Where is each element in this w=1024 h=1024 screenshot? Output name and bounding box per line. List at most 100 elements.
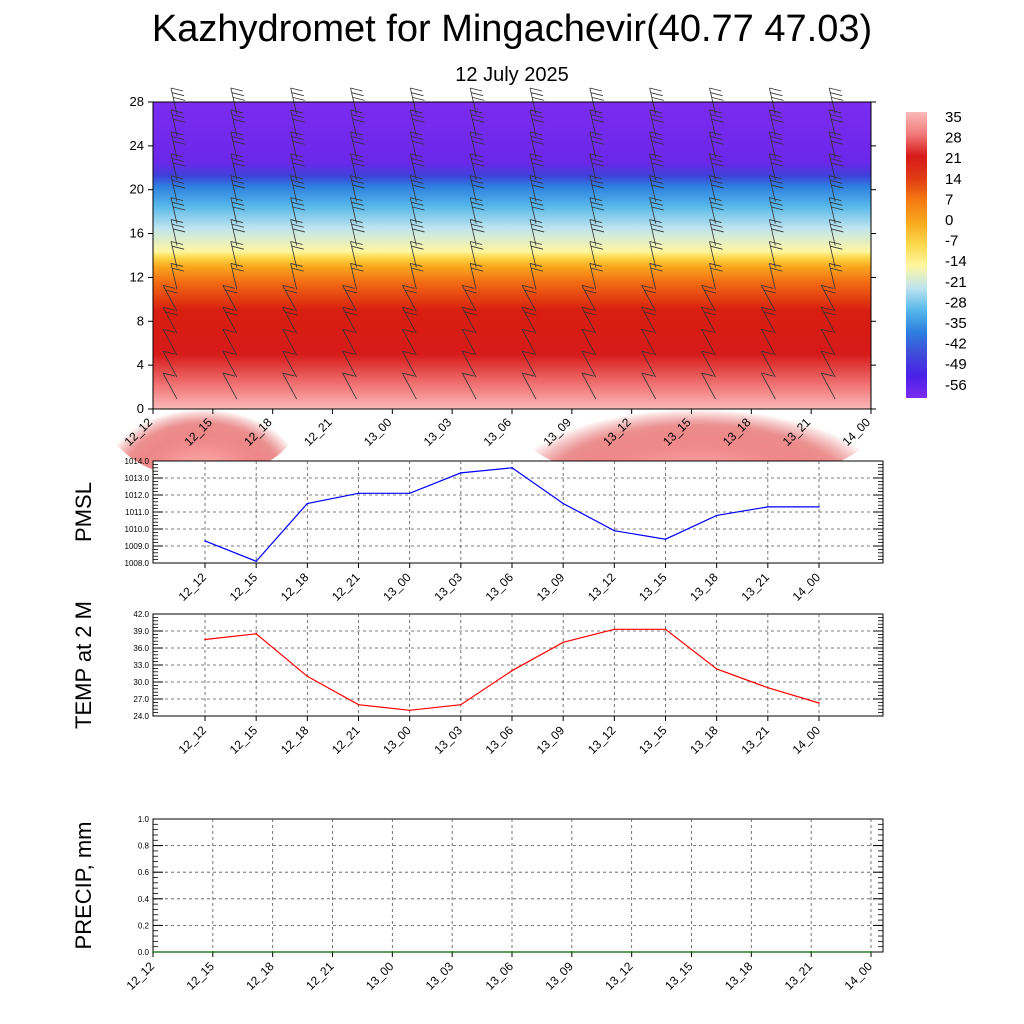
wind-barb-staff — [649, 131, 657, 158]
data-point — [204, 638, 206, 641]
wind-barb — [768, 241, 783, 268]
wind-barb — [290, 153, 305, 180]
wind-barb-flag — [472, 96, 485, 101]
wind-barb — [342, 372, 357, 400]
wind-barb-flag — [291, 92, 304, 97]
wind-barb-flag — [173, 184, 186, 189]
wind-barb-flag — [770, 180, 783, 184]
wind-barb-staff — [469, 263, 477, 290]
wind-barb-flag — [711, 162, 724, 167]
wind-barb-flag — [529, 219, 543, 223]
wind-barb — [589, 87, 605, 115]
wind-barb — [768, 87, 784, 115]
wind-barb-flag — [292, 96, 305, 101]
wind-barb-staff — [401, 285, 417, 312]
wind-barb — [828, 175, 844, 202]
wind-barb — [768, 197, 784, 224]
wind-barb-staff — [581, 372, 597, 400]
wind-barb — [649, 175, 664, 202]
wind-barb-flag — [589, 263, 602, 267]
wind-barb-flag — [290, 87, 303, 92]
wind-barb-flag — [352, 140, 365, 145]
data-point — [613, 628, 616, 631]
wind-barb — [529, 219, 545, 246]
x-tick-label: 13_06 — [483, 723, 517, 757]
wind-barb-flag — [581, 350, 594, 355]
wind-barb-flag — [581, 284, 594, 289]
wind-barb-flag — [821, 306, 834, 311]
wind-barb-flag — [173, 140, 186, 145]
y-tick-label: 28 — [130, 94, 144, 109]
wind-barb-flag — [829, 131, 842, 136]
y-axis-label: PMSL — [71, 482, 96, 542]
wind-barb-flag — [282, 350, 295, 355]
wind-barb — [230, 197, 246, 224]
wind-barb-staff — [701, 372, 716, 400]
x-tick-label: 14_00 — [790, 723, 824, 757]
wind-barb-flag — [350, 131, 363, 136]
wind-barb-staff — [162, 285, 178, 312]
wind-barb-staff — [469, 87, 477, 115]
wind-barb-flag — [352, 206, 365, 211]
wind-barb-staff — [342, 307, 357, 334]
wind-barb-flag — [529, 263, 543, 267]
wind-barb-flag — [231, 201, 245, 206]
data-point — [630, 951, 633, 953]
wind-barb — [290, 109, 305, 137]
wind-barb-flag — [170, 175, 184, 180]
wind-barb-flag — [232, 228, 246, 233]
wind-barb-staff — [589, 109, 597, 137]
wind-barb-flag — [770, 245, 783, 250]
y-tick-label: 1012.0 — [125, 491, 150, 500]
x-tick-label: 13_12 — [585, 723, 619, 757]
data-point — [715, 668, 718, 670]
wind-barb-staff — [350, 197, 357, 224]
wind-barb-flag — [521, 372, 535, 377]
wind-barb — [350, 241, 364, 268]
wind-barb-flag — [821, 350, 834, 355]
wind-barb — [469, 175, 485, 202]
colorbar-label: -21 — [945, 274, 967, 291]
wind-barb-flag — [411, 114, 424, 118]
wind-barb — [820, 306, 836, 334]
wind-barb-staff — [529, 175, 537, 202]
wind-barb-flag — [231, 223, 245, 228]
y-tick-label: 0.6 — [138, 868, 150, 877]
wind-barb — [641, 306, 657, 334]
wind-barb — [409, 153, 425, 180]
wind-barb-flag — [471, 136, 484, 140]
wind-barb-flag — [711, 206, 724, 211]
wind-barb-flag — [821, 372, 834, 377]
wind-barb-flag — [829, 153, 842, 158]
wind-barb-flag — [589, 87, 602, 92]
wind-barb-flag — [231, 136, 245, 140]
wind-barb — [170, 263, 185, 290]
wind-barb — [768, 109, 784, 137]
wind-barb-flag — [649, 197, 662, 202]
wind-barb-staff — [649, 109, 657, 137]
wind-barb — [521, 284, 537, 312]
wind-barb — [170, 153, 186, 180]
wind-barb-flag — [351, 245, 364, 250]
x-tick-label: 12_12 — [176, 570, 210, 604]
wind-barb-flag — [701, 372, 714, 377]
wind-barb-flag — [462, 328, 475, 333]
wind-barb — [521, 372, 537, 400]
wind-barb-flag — [591, 118, 605, 123]
wind-barb — [409, 87, 425, 115]
wind-barb-flag — [589, 197, 602, 202]
data-point — [408, 492, 411, 495]
wind-barb-staff — [828, 131, 836, 158]
wind-barb-flag — [173, 228, 186, 233]
wind-barb-flag — [171, 92, 185, 97]
wind-barb-staff — [409, 109, 417, 137]
wind-barb-flag — [641, 372, 654, 377]
x-tick-label: 12_18 — [278, 723, 312, 757]
wind-barb-flag — [462, 306, 475, 311]
wind-barb-flag — [771, 96, 784, 101]
wind-barb-flag — [829, 241, 842, 245]
wind-barb-staff — [641, 372, 657, 400]
wind-barb-flag — [763, 289, 776, 294]
wind-barb-staff — [649, 241, 657, 268]
wind-barb-staff — [641, 350, 657, 378]
